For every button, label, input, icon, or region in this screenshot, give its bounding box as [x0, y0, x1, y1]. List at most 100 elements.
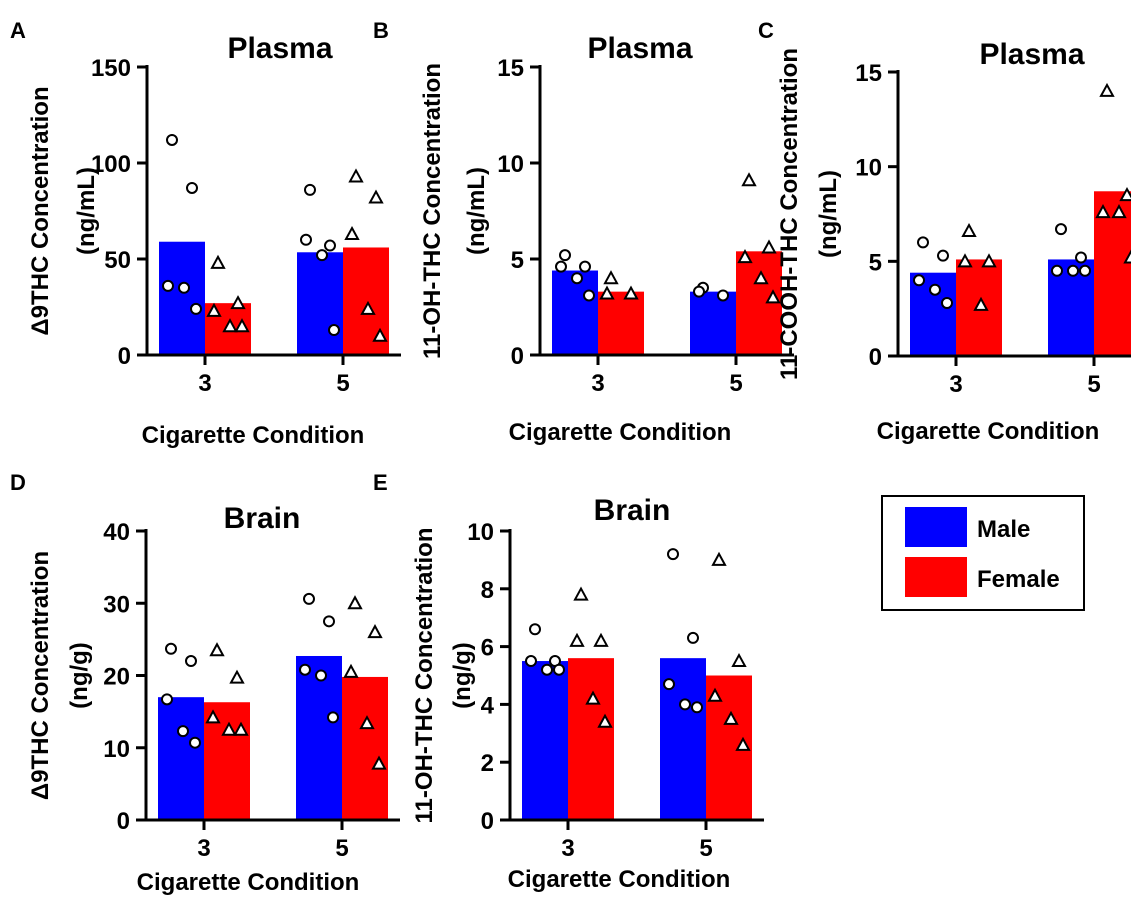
y-tick-label: 2	[481, 750, 494, 777]
data-point-female	[981, 253, 997, 268]
y-axis-label: Δ9THC Concentration	[27, 551, 54, 800]
x-tick-label: 5	[699, 835, 712, 862]
x-axis-label: Cigarette Condition	[877, 418, 1100, 445]
data-point-male	[917, 236, 929, 249]
y-axis-label: 11-OH-THC Concentration	[419, 63, 446, 359]
data-point-male	[299, 663, 311, 676]
data-point-male	[583, 289, 595, 302]
legend-label-female: Female	[977, 566, 1060, 593]
y-axis-label: Δ9THC Concentration	[27, 86, 54, 335]
data-point-female	[741, 172, 757, 187]
panel-letter: E	[373, 470, 388, 495]
x-tick-label: 3	[561, 835, 574, 862]
data-point-male	[1079, 264, 1091, 277]
data-point-female	[1119, 186, 1131, 202]
y-axis-label: 11-OH-THC Concentration	[411, 527, 438, 823]
y-tick-label: 10	[855, 155, 882, 182]
bar-female-3	[568, 658, 614, 820]
y-tick-label: 4	[481, 692, 495, 719]
data-point-male	[1051, 264, 1063, 277]
y-axis-label: (ng/g)	[66, 642, 93, 709]
data-point-female	[603, 270, 619, 285]
y-tick-label: 15	[497, 55, 524, 82]
data-point-female	[209, 642, 225, 657]
data-point-male	[559, 249, 571, 262]
panel-a: A Plasma Δ9THC Concentration (ng/mL) 0 50 100 1…	[10, 18, 401, 449]
y-tick-label: 0	[118, 343, 131, 370]
legend-swatch-male	[905, 507, 967, 547]
data-point-male	[679, 698, 691, 711]
y-tick-label: 5	[511, 247, 524, 274]
data-point-male	[162, 279, 174, 292]
data-point-male	[166, 133, 178, 146]
data-point-male	[316, 249, 328, 262]
data-point-male	[913, 274, 925, 287]
y-axis-label: (ng/mL)	[815, 170, 842, 258]
data-point-female	[593, 632, 609, 647]
panel-b: B Plasma 11-OH-THC Concentration (ng/mL) 0 5 1…	[373, 18, 794, 446]
data-point-female	[221, 721, 237, 736]
data-point-female	[210, 254, 226, 269]
data-point-female	[348, 168, 364, 183]
panel-c: C Plasma 11-COOH-THC Concentration (ng/mL) 0…	[758, 18, 1131, 445]
data-point-male	[177, 725, 189, 738]
x-tick-label: 3	[949, 371, 962, 398]
x-tick-label: 5	[1087, 371, 1100, 398]
data-point-male	[541, 663, 553, 676]
y-tick-label: 10	[467, 519, 494, 546]
data-point-male	[717, 289, 729, 302]
data-point-male	[693, 285, 705, 298]
data-point-female	[1099, 82, 1115, 97]
data-point-female	[737, 248, 753, 264]
panel-d: D Brain Δ9THC Concentration (ng/g) 0 10 20 30 40…	[10, 470, 400, 896]
data-point-female	[367, 624, 383, 639]
data-point-male	[190, 302, 202, 315]
data-point-female	[234, 318, 250, 333]
data-point-male	[323, 615, 335, 628]
y-tick-label: 50	[104, 247, 131, 274]
data-point-female	[233, 721, 249, 736]
data-point-female	[753, 270, 769, 285]
data-point-female	[731, 652, 747, 668]
panel-letter: D	[10, 470, 26, 495]
data-point-female	[229, 669, 245, 684]
data-point-male	[315, 669, 327, 682]
y-axis-label: 11-COOH-THC Concentration	[776, 48, 803, 380]
x-tick-label: 3	[198, 370, 211, 397]
data-point-female	[711, 551, 727, 566]
data-point-female	[973, 296, 989, 311]
x-tick-label: 3	[591, 370, 604, 397]
data-point-female	[347, 595, 363, 610]
data-point-female	[1123, 249, 1131, 264]
data-point-female	[597, 713, 613, 728]
data-point-female	[585, 690, 601, 705]
data-point-male	[667, 548, 679, 561]
data-point-female	[761, 239, 777, 254]
bar-male-5	[297, 252, 343, 355]
data-point-female	[343, 663, 359, 678]
data-point-female	[765, 289, 781, 304]
data-point-female	[359, 715, 375, 730]
x-tick-label: 3	[197, 835, 210, 862]
panel-letter: B	[373, 18, 389, 43]
data-point-female	[961, 222, 977, 238]
data-point-female	[957, 253, 973, 268]
y-tick-label: 40	[103, 519, 130, 546]
data-point-female	[368, 189, 384, 204]
data-point-female	[723, 710, 739, 725]
y-tick-label: 10	[103, 736, 130, 763]
chart-title: Plasma	[587, 32, 692, 65]
data-point-male	[178, 281, 190, 294]
legend-swatch-female	[905, 557, 967, 597]
legend-label-male: Male	[977, 516, 1030, 543]
data-point-female	[1095, 204, 1111, 219]
chart-title: Plasma	[979, 38, 1084, 71]
data-point-female	[205, 709, 221, 724]
legend: Male Female	[881, 495, 1085, 611]
data-point-female	[623, 285, 639, 300]
data-point-female	[599, 285, 615, 300]
data-point-male	[303, 592, 315, 605]
y-tick-label: 20	[103, 664, 130, 691]
data-point-male	[185, 655, 197, 668]
data-point-male	[1055, 223, 1067, 236]
